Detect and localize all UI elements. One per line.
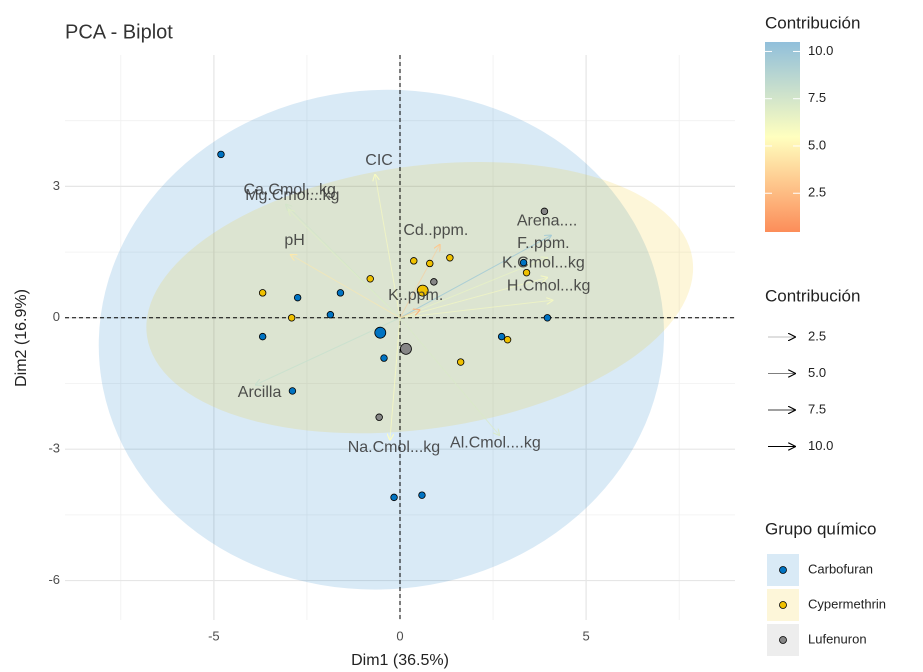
legend-title: Grupo químico	[765, 519, 877, 538]
variable-label: H.Cmol...kg	[507, 277, 591, 294]
legend-marker	[779, 636, 787, 644]
point	[375, 413, 383, 421]
variable-arrow	[399, 317, 499, 435]
x-tick-label: 0	[396, 628, 403, 643]
point	[543, 314, 552, 322]
centroid	[374, 326, 387, 339]
point	[366, 275, 374, 283]
point	[390, 493, 398, 502]
variable-label: Mg.Cmol...kg	[245, 187, 339, 204]
point	[288, 387, 297, 395]
point	[446, 254, 454, 262]
point	[258, 332, 267, 341]
legend-marker	[779, 601, 787, 609]
centroid	[400, 342, 412, 355]
point	[519, 258, 528, 267]
x-tick-label: -5	[208, 628, 220, 643]
centroid	[416, 284, 429, 297]
variable-arrow	[291, 255, 401, 319]
variable-label: Ca.Cmol...kg	[243, 182, 335, 199]
legend-label: 2.5	[808, 328, 826, 343]
variable-label: Cd..ppm.	[403, 222, 468, 239]
y-tick-label: -3	[48, 441, 60, 456]
point	[258, 289, 267, 297]
legend-title: Contribución	[765, 13, 860, 32]
y-tick-label: -6	[48, 572, 60, 587]
variable-label: pH	[284, 232, 304, 249]
group-ellipse	[146, 161, 694, 434]
point	[380, 354, 388, 362]
point	[426, 259, 434, 268]
point	[418, 491, 426, 499]
plot-panel: -5 0 5 -6 -3 0 3 Arena.... F..ppm. K.Cmol...kg H.C…	[48, 55, 735, 643]
variable-label: Arcilla	[238, 384, 282, 401]
point	[293, 293, 302, 302]
point	[410, 257, 418, 265]
variable-label: CIC	[365, 152, 393, 169]
variable-arrow	[288, 210, 401, 319]
legend-label: 5.0	[808, 365, 826, 380]
legend-label: 10.0	[808, 438, 833, 453]
variable-label: K.Cmol...kg	[502, 255, 585, 272]
legend-label: Cypermethrin	[808, 596, 886, 611]
legend-label: 7.5	[808, 401, 826, 416]
variable-arrow	[399, 258, 547, 319]
point	[287, 314, 296, 322]
point	[522, 268, 531, 277]
colorbar	[765, 42, 800, 232]
colorbar-label: 10.0	[808, 43, 833, 58]
point	[336, 289, 345, 297]
legend-title: Contribución	[765, 286, 860, 305]
variable-label: K..ppm.	[388, 287, 443, 304]
y-tick-label: 3	[53, 178, 60, 193]
variable-label: F..ppm.	[517, 235, 569, 252]
colorbar-label: 7.5	[808, 90, 826, 105]
variable-label: Na.Cmol...kg	[348, 439, 440, 456]
variable-label: Arena....	[517, 213, 577, 230]
colorbar-label: 2.5	[808, 185, 826, 200]
chart-title: PCA - Biplot	[65, 21, 173, 43]
legend-marker	[779, 566, 787, 574]
variable-arrow	[399, 277, 547, 319]
point	[430, 278, 438, 286]
point	[503, 335, 512, 344]
y-axis-title: Dim2 (16.9%)	[13, 289, 30, 387]
legend: Contribución 10.0 7.5 5.0 2.5 Contribución 2.5…	[765, 13, 886, 656]
legend-label: Lufenuron	[808, 631, 867, 646]
x-tick-label: 5	[582, 628, 589, 643]
variable-arrow	[390, 317, 401, 440]
variable-label: Al.Cmol....kg	[450, 434, 541, 451]
variable-arrow	[399, 310, 420, 319]
y-tick-label: 0	[53, 309, 60, 324]
point	[497, 332, 506, 341]
variable-arrow	[399, 245, 440, 319]
colorbar-label: 5.0	[808, 137, 826, 152]
legend-label: Carbofuran	[808, 561, 873, 576]
point	[326, 311, 335, 319]
x-axis-title: Dim1 (36.5%)	[351, 652, 449, 669]
point	[217, 150, 225, 159]
point	[540, 207, 549, 216]
variable-arrow	[375, 175, 401, 318]
point	[456, 358, 465, 366]
group-ellipse	[98, 89, 665, 590]
variable-arrow	[399, 235, 551, 319]
variable-arrow	[399, 300, 553, 319]
